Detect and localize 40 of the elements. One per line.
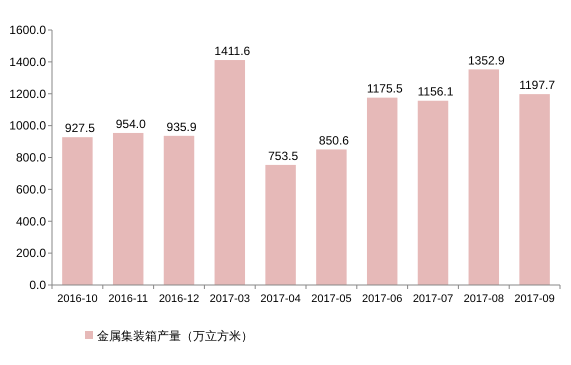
y-tick-label: 1400.0 <box>9 54 46 69</box>
data-label: 927.5 <box>64 121 96 136</box>
bar <box>265 164 296 285</box>
data-label: 753.5 <box>268 148 298 163</box>
bar <box>366 98 398 285</box>
y-tick-label: 0.0 <box>29 278 46 292</box>
x-tick-label: 2017-07 <box>412 293 454 305</box>
y-tick-label: 400.0 <box>16 214 46 228</box>
x-tick-label: 2016-11 <box>108 293 148 305</box>
x-tick-label: 2017-06 <box>362 293 402 305</box>
data-label: 1175.5 <box>366 82 403 96</box>
x-tick-label: 2017-05 <box>311 293 352 305</box>
data-label: 954.0 <box>116 116 146 131</box>
y-tick-label: 200.0 <box>16 246 46 260</box>
data-label: 1156.1 <box>418 84 454 99</box>
y-tick-label: 800.0 <box>16 150 46 164</box>
x-tick-label: 2016-10 <box>57 293 98 305</box>
legend-label: 金属集装箱产量（万立方米） <box>97 329 253 343</box>
bar <box>519 94 550 285</box>
data-label: 1352.9 <box>468 53 506 68</box>
data-label: 850.6 <box>318 133 350 148</box>
x-tick-label: 2017-03 <box>210 293 250 305</box>
bar <box>316 149 347 285</box>
bar <box>468 69 500 285</box>
y-tick-label: 1000.0 <box>9 118 46 133</box>
bar <box>112 132 144 285</box>
bar <box>62 137 93 285</box>
bar <box>164 136 194 285</box>
y-tick-label: 1600.0 <box>9 23 46 37</box>
bar <box>214 60 246 285</box>
x-tick-label: 2017-09 <box>514 293 555 305</box>
x-tick-label: 2017-04 <box>260 293 301 305</box>
y-tick-label: 1200.0 <box>9 86 46 101</box>
x-tick-label: 2016-12 <box>158 293 200 305</box>
data-label: 935.9 <box>166 120 197 134</box>
data-label: 1411.6 <box>214 44 251 58</box>
y-tick-label: 600.0 <box>16 182 46 196</box>
x-tick-label: 2017-08 <box>464 293 504 305</box>
bar <box>418 100 448 285</box>
data-label: 1197.7 <box>519 78 556 92</box>
